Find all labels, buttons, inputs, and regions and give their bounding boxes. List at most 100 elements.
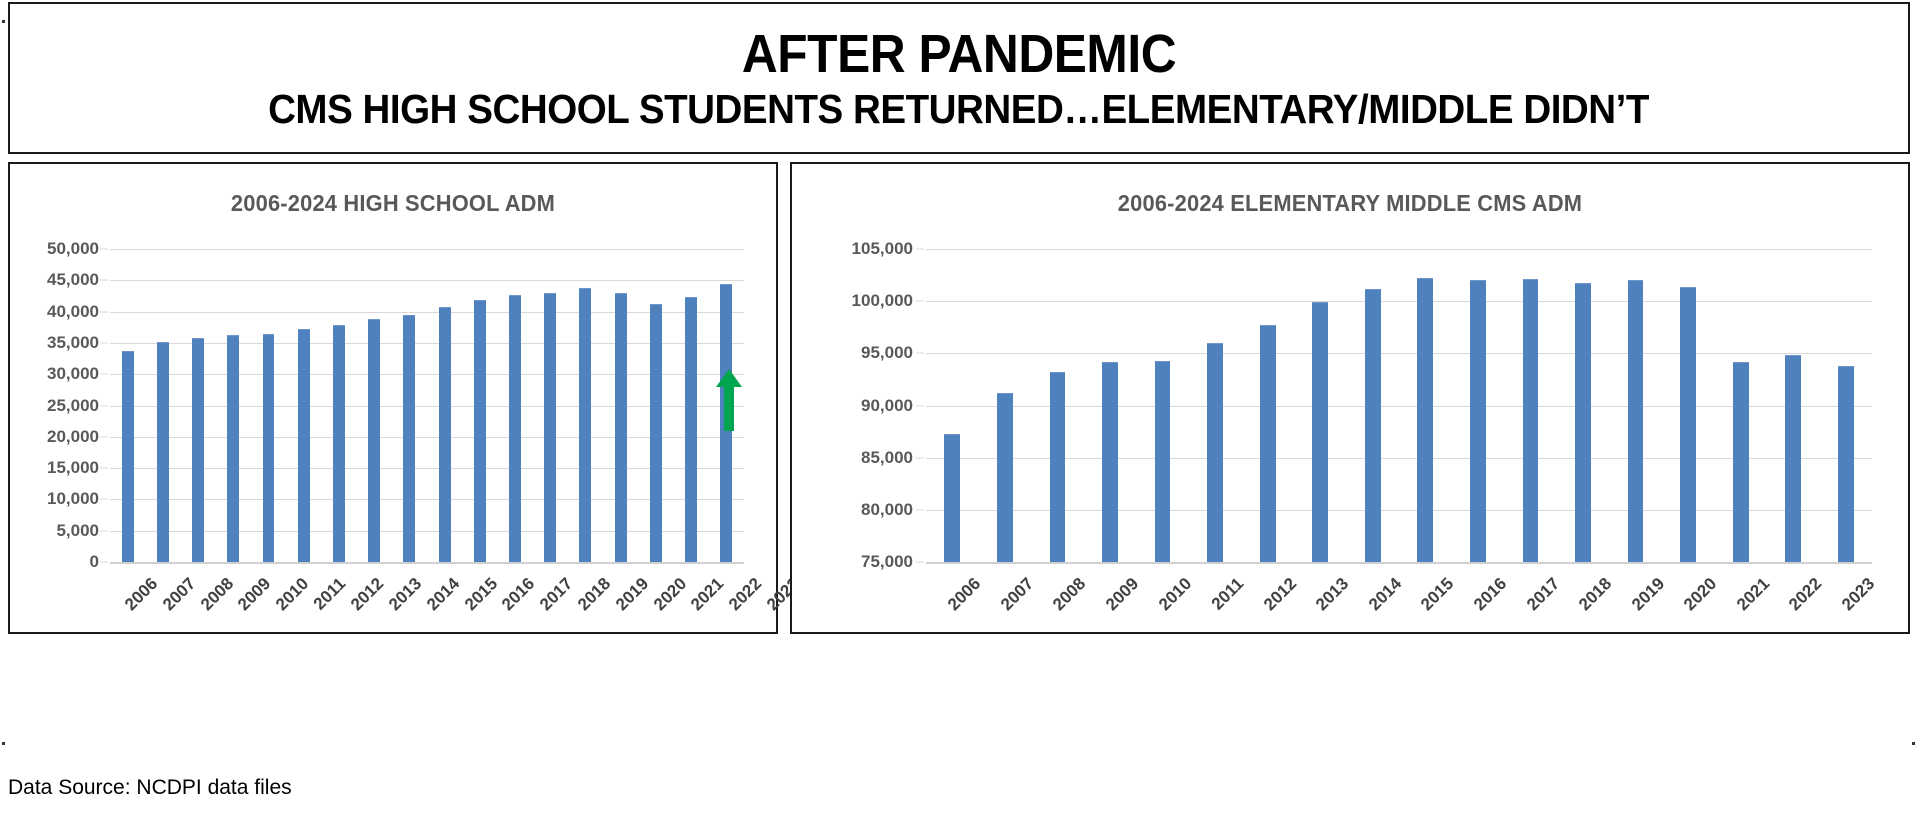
y-axis-tick-mark — [916, 509, 924, 511]
bar-2015[interactable] — [438, 307, 451, 562]
x-axis-label-slot: 2009 — [1084, 568, 1142, 628]
y-axis-tick-mark — [100, 467, 108, 469]
gridline — [926, 405, 1872, 407]
bar-2020[interactable] — [1680, 286, 1697, 562]
bar-2022[interactable] — [1785, 355, 1802, 562]
x-axis-label-slot: 2009 — [223, 568, 275, 628]
bar-2012[interactable] — [1259, 325, 1276, 562]
y-axis-tick-label: 105,000 — [851, 239, 913, 258]
bar-2012[interactable] — [332, 324, 345, 562]
gridline — [926, 509, 1872, 511]
y-axis-tick-mark — [100, 530, 108, 532]
bar-2009[interactable] — [227, 335, 240, 562]
x-axis-label-slot: 2023 — [1820, 568, 1878, 628]
x-axis-label-slot: 2018 — [1557, 568, 1615, 628]
x-axis-label-slot: 2014 — [412, 568, 463, 628]
bar-2011[interactable] — [297, 329, 310, 562]
bar-2007[interactable] — [156, 341, 169, 562]
x-axis-label-slot: 2010 — [1136, 568, 1195, 628]
bar-2008[interactable] — [1049, 372, 1066, 562]
bar-slot — [286, 249, 321, 562]
gridline — [110, 374, 744, 376]
bar-2015[interactable] — [1417, 278, 1434, 562]
chart-title-high-school: 2006-2024 HIGH SCHOOL ADM — [230, 190, 556, 216]
bar-slot — [321, 249, 356, 562]
y-axis-tick-label: 85,000 — [861, 447, 913, 467]
x-axis-label-slot: 2011 — [299, 568, 350, 628]
y-axis-tick-label: 25,000 — [47, 395, 99, 415]
y-axis-tick-mark — [916, 300, 924, 302]
bar-2014[interactable] — [403, 315, 416, 562]
bar-slot — [1084, 249, 1137, 562]
x-axis-label-slot: 2008 — [1031, 568, 1090, 628]
bar-2008[interactable] — [192, 337, 205, 562]
x-axis-label-slot: 2006 — [926, 568, 984, 628]
bar-2006[interactable] — [944, 433, 961, 562]
bar-slot — [251, 249, 286, 562]
gridline — [110, 562, 744, 564]
bar-2021[interactable] — [649, 304, 662, 562]
gridline — [926, 249, 1872, 250]
bar-slot — [1452, 249, 1505, 562]
x-axis-label-slot: 2023 — [752, 568, 803, 628]
x-axis-label-slot: 2016 — [1452, 568, 1510, 628]
bar-2022[interactable] — [685, 296, 698, 562]
bar-slot — [392, 249, 427, 562]
x-axis-label-slot: 2017 — [525, 568, 576, 628]
bar-slot — [1714, 249, 1767, 562]
y-axis-tick-label: 80,000 — [861, 499, 913, 519]
chart-panel-elementary-middle: 2006-2024 ELEMENTARY MIDDLE CMS ADM 105,… — [790, 162, 1910, 634]
bar-2011[interactable] — [1207, 342, 1223, 562]
y-axis-tick-mark — [100, 436, 108, 438]
bar-2016[interactable] — [1470, 280, 1486, 562]
bar-2007[interactable] — [996, 392, 1013, 562]
gridline — [110, 405, 744, 407]
y-axis-tick-mark — [100, 498, 108, 500]
bar-2018[interactable] — [544, 292, 557, 562]
x-axis-labels-elementary-middle: 2006 2007 2008 2009 2010 2011 2012 2013 2014 2015… — [926, 568, 1878, 628]
bar-2013[interactable] — [368, 319, 381, 562]
gridline — [110, 280, 744, 282]
green-up-arrow-icon — [716, 369, 742, 431]
bar-2020[interactable] — [614, 293, 627, 562]
y-axis-tick-mark — [916, 248, 924, 250]
y-axis-tick-mark — [100, 279, 108, 281]
stray-mark-top-left — [2, 20, 5, 23]
chart-title-elementary-middle: 2006-2024 ELEMENTARY MIDDLE CMS ADM — [1117, 190, 1583, 216]
x-axis-label-slot: 2014 — [1347, 568, 1405, 628]
bar-slot — [1347, 249, 1400, 562]
bar-slot — [427, 249, 462, 562]
bar-slot — [145, 249, 180, 562]
y-axis-tick-label: 0 — [89, 552, 99, 571]
bar-slot — [1609, 249, 1662, 562]
bar-2017[interactable] — [1522, 279, 1539, 562]
bar-slot — [603, 249, 638, 562]
bar-slot — [1399, 249, 1452, 562]
gridline — [110, 530, 744, 532]
x-axis-label-slot: 2021 — [1714, 568, 1773, 628]
x-axis-label-slot: 2006 — [110, 568, 161, 628]
y-axis-tick-label: 40,000 — [47, 301, 99, 321]
bar-2013[interactable] — [1312, 302, 1329, 562]
slide-title-box: AFTER PANDEMIC CMS HIGH SCHOOL STUDENTS … — [8, 2, 1910, 154]
bar-2017[interactable] — [509, 295, 521, 562]
bar-2019[interactable] — [1627, 280, 1644, 562]
bar-2006[interactable] — [121, 351, 134, 562]
bar-2016[interactable] — [473, 299, 486, 562]
bar-2014[interactable] — [1364, 288, 1381, 562]
bar-2018[interactable] — [1575, 283, 1591, 562]
gridline — [110, 436, 744, 438]
bar-2021[interactable] — [1732, 361, 1749, 562]
bar-2010[interactable] — [262, 334, 275, 562]
bar-2010[interactable] — [1154, 360, 1171, 562]
bar-slot — [357, 249, 392, 562]
data-source-note: Data Source: NCDPI data files — [8, 776, 292, 799]
bar-slot — [638, 249, 673, 562]
bar-2023[interactable] — [1837, 365, 1854, 562]
bar-2019[interactable] — [579, 288, 592, 562]
bar-slot — [180, 249, 215, 562]
bar-slot — [1557, 249, 1610, 562]
x-axis-label-slot: 2020 — [639, 568, 690, 628]
bar-slot — [674, 249, 709, 562]
bar-2009[interactable] — [1102, 361, 1118, 562]
